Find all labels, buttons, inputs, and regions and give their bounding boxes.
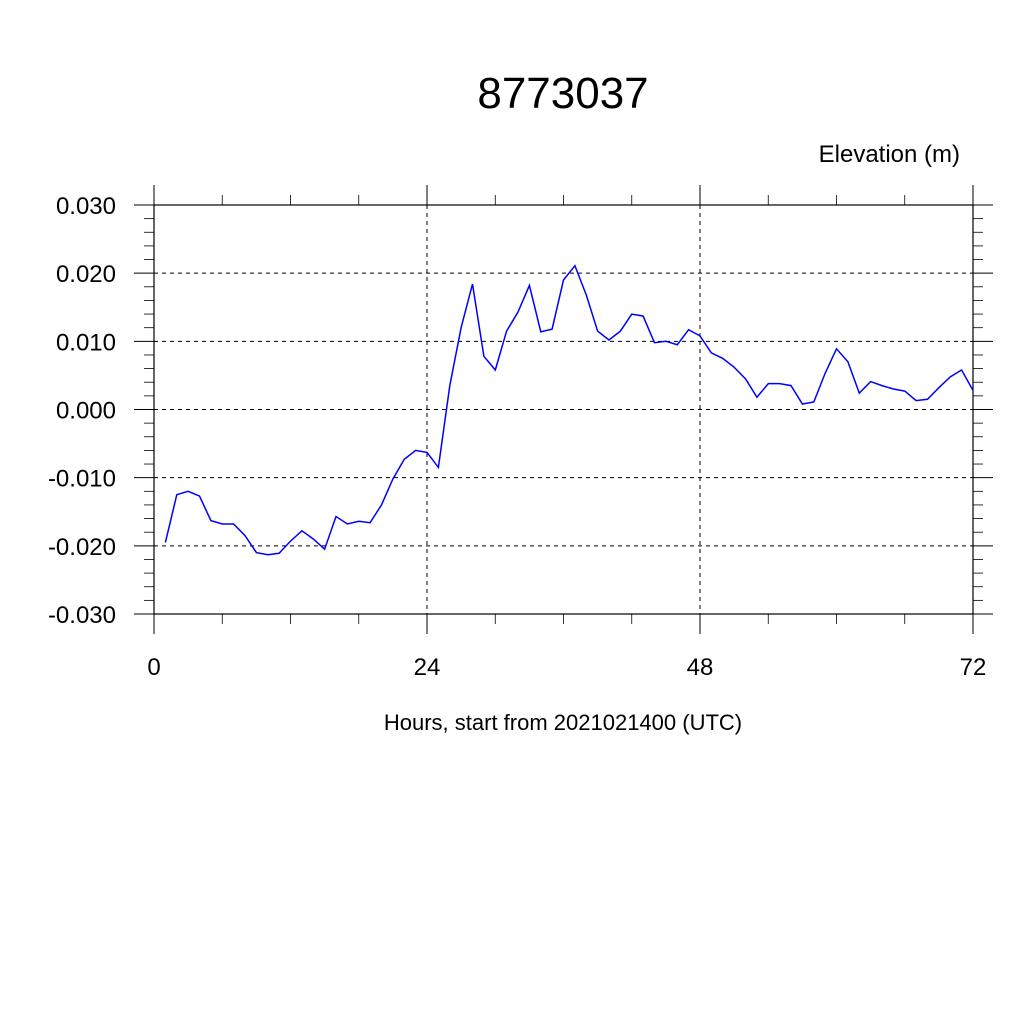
x-axis-label: Hours, start from 2021021400 (UTC)	[384, 710, 742, 735]
y-tick-label: -0.030	[48, 602, 116, 629]
y-tick-label: -0.010	[48, 466, 116, 493]
x-tick-label: 72	[960, 654, 987, 681]
y-axis-label: Elevation (m)	[819, 141, 960, 168]
data-series	[164, 264, 974, 556]
y-tick-label: 0.030	[56, 193, 116, 220]
elevation-series-line	[164, 264, 974, 556]
chart-title: 8773037	[477, 69, 648, 118]
y-tick-label: 0.010	[56, 329, 116, 356]
tick-labels: -0.030 -0.020 -0.010 0.000 0.010 0.020 0.030 0 2…	[48, 193, 986, 681]
x-tick-label: 0	[147, 654, 160, 681]
y-tick-label: -0.020	[48, 534, 116, 561]
y-tick-label: 0.020	[56, 261, 116, 288]
x-tick-label: 48	[687, 654, 714, 681]
axis-ticks	[134, 185, 993, 634]
x-tick-label: 24	[414, 654, 441, 681]
grid-lines	[154, 205, 973, 614]
y-tick-label: 0.000	[56, 398, 116, 425]
